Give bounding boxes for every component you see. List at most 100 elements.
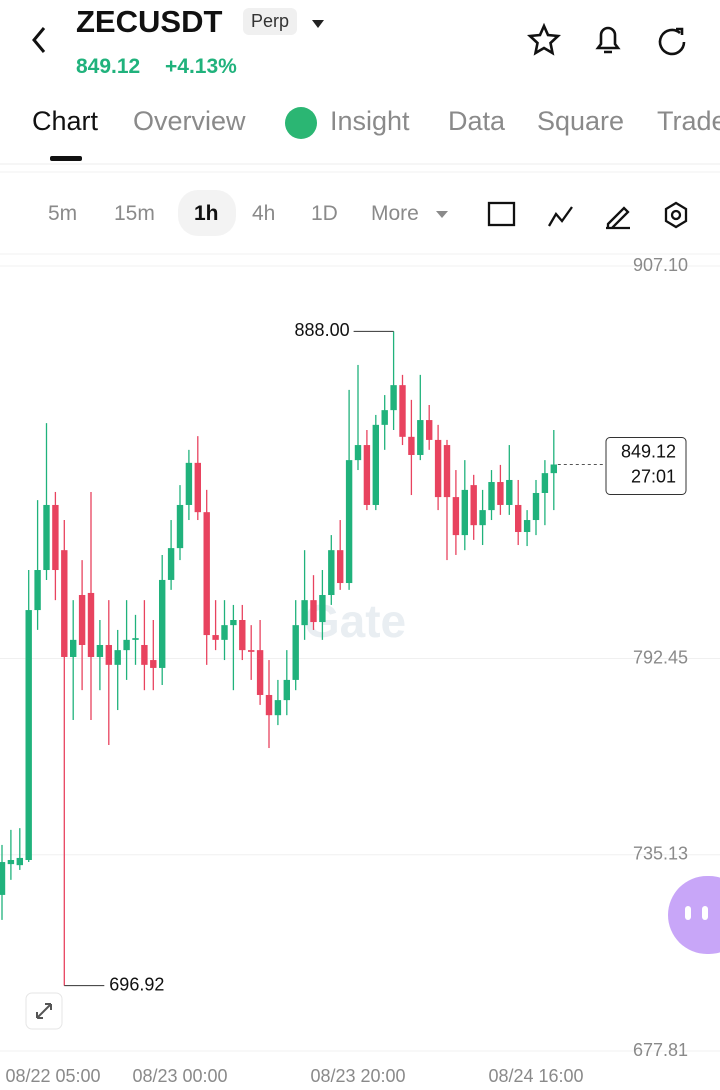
candle-body [461,489,468,536]
candle-body [61,550,68,657]
candle-body [141,644,148,665]
candle-body [301,600,308,626]
tab[interactable]: Overview [133,106,246,136]
candle-body [292,625,299,680]
candle-body [256,650,264,695]
candle-body [345,460,353,584]
candle-body [541,473,549,493]
candle-body [515,504,522,533]
candle-body [34,570,41,611]
candle-body [470,485,477,526]
interval[interactable]: 1h [194,202,219,225]
candle-body [167,548,175,580]
interval[interactable]: 5m [48,202,78,225]
last-price-box [605,437,687,496]
candle-body [274,700,282,716]
favorite-icon[interactable] [527,22,561,56]
candle-body [532,492,540,521]
candle-body [372,424,379,505]
tab[interactable]: Data [448,106,506,136]
assistant-eye [702,906,708,920]
candle-body [159,579,166,668]
candle-body [52,504,59,571]
candle-body [248,650,255,652]
candle-body [283,679,290,701]
candle-body [337,550,344,584]
candle-body [488,482,495,511]
candle-body [150,660,157,668]
candle-body [354,445,362,461]
candle-body [426,420,433,440]
candle-body [7,859,15,865]
candle-body [497,482,504,505]
dropdown-arrow[interactable] [312,20,324,28]
candle-body [434,439,442,498]
candle-body [0,862,6,895]
fullscreen-icon[interactable] [36,1003,52,1019]
contract-tag[interactable]: Perp [243,8,298,35]
candle-body [319,595,326,623]
candle-body [176,504,184,549]
indicator-icon[interactable] [548,206,573,227]
x-tick-label: 08/22 05:00 [5,1066,100,1086]
tab[interactable]: Trade [657,106,720,136]
countdown-label: 27:01 [631,466,676,486]
candle-body [310,600,317,623]
settings-icon[interactable] [664,201,688,229]
y-tick-label: 677.81 [633,1040,688,1060]
back-button[interactable] [32,27,46,53]
candle-body [381,410,388,425]
candle-body [399,385,406,437]
candle-body [87,592,95,657]
high-label: 888.00 [295,320,350,340]
candle-body [212,635,219,640]
candle-body [185,462,193,505]
x-tick-label: 08/24 16:00 [488,1066,583,1086]
assistant-eye [685,906,691,920]
settings-icon[interactable] [670,209,682,221]
candle-body [114,650,121,665]
candle-body [523,520,531,533]
y-tick-label: 735.13 [633,844,688,864]
share-icon[interactable] [658,27,686,56]
last-price-label: 849.12 [621,441,676,461]
candle-body [123,639,130,651]
candle-body [452,497,460,536]
interval[interactable]: More [371,202,419,225]
interval-selected [178,190,236,236]
price-change: +4.13% [165,55,237,78]
candle-body [328,550,335,596]
draw-icon[interactable] [606,206,630,230]
tab[interactable]: Chart [32,106,99,136]
candle-body [506,479,513,505]
candle-body [417,420,424,455]
more-arrow[interactable] [436,211,448,218]
candle-body [203,512,210,636]
tab[interactable]: Square [537,106,625,136]
tab-underline [50,156,82,161]
alert-icon[interactable] [595,26,621,54]
y-tick-label: 907.10 [633,255,688,275]
candle-body [265,694,273,716]
y-tick-label: 792.45 [633,647,688,667]
candle-body [132,638,139,640]
candle-body [16,857,23,866]
insight-icon[interactable] [285,107,317,139]
candle-body [363,445,371,505]
candle-body [390,385,397,411]
symbol: ZECUSDT [76,4,223,39]
assistant-bubble[interactable] [668,876,720,954]
candle-body [78,595,86,645]
candle-body [105,644,112,665]
interval[interactable]: 15m [114,202,155,225]
interval[interactable]: 1D [311,202,338,225]
layout-icon[interactable] [487,201,516,227]
x-tick-label: 08/23 20:00 [310,1066,405,1086]
candle-body [25,610,32,860]
tab[interactable]: Insight [330,106,410,136]
interval[interactable]: 4h [252,202,276,225]
low-label: 696.92 [109,974,164,994]
last-price: 849.12 [76,55,141,78]
candle-body [239,620,246,651]
